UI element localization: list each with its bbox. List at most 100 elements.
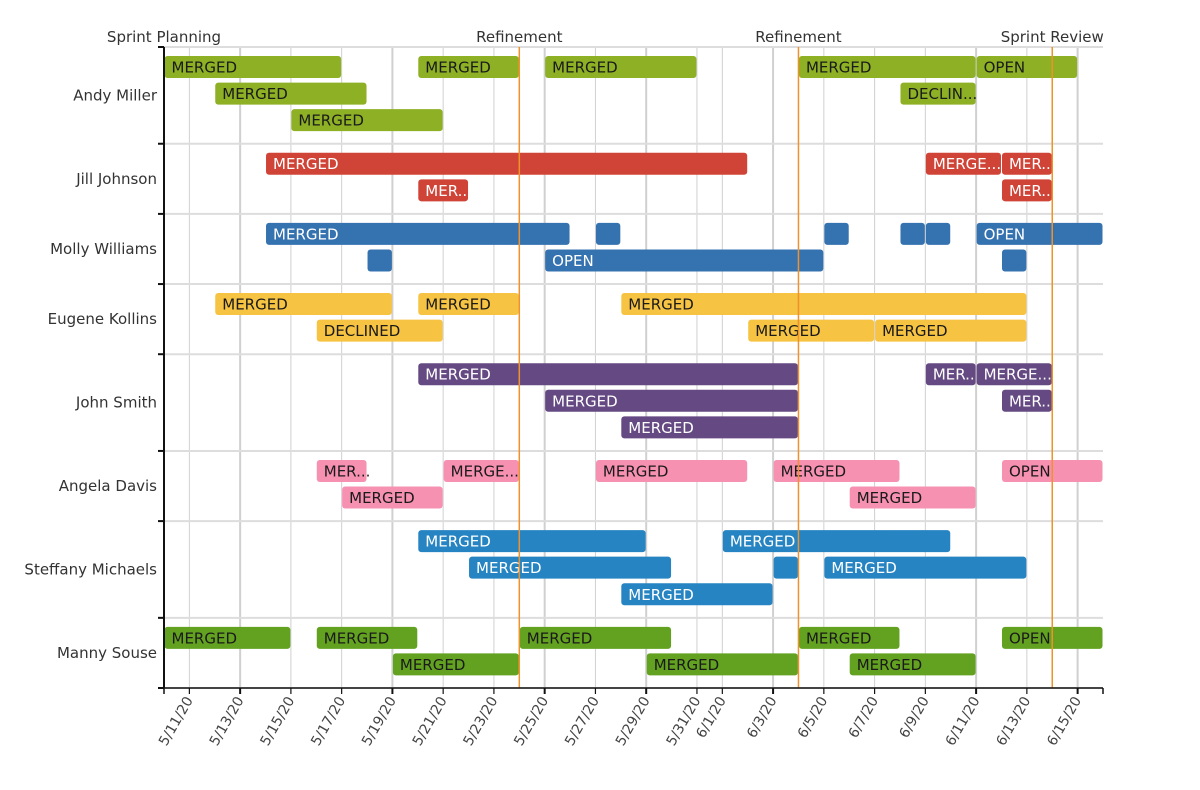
gantt-bar-rect[interactable] [1001,389,1052,412]
gantt-bar[interactable]: MERGED [215,293,392,316]
gantt-bar-rect[interactable] [621,293,1027,316]
gantt-bar[interactable]: MERGED [824,556,1027,579]
gantt-bar-rect[interactable] [798,56,976,78]
gantt-bar[interactable]: MERGED [469,556,672,579]
gantt-bar[interactable]: MER.. [1001,389,1052,412]
gantt-bar-rect[interactable] [392,653,519,676]
gantt-bar-rect[interactable] [849,653,976,676]
gantt-bar[interactable]: MERGED [266,222,570,245]
gantt-bar-rect[interactable] [418,363,798,386]
gantt-bar[interactable]: MERGED [545,56,697,78]
gantt-bar-rect[interactable] [900,82,976,105]
gantt-bar[interactable]: MERGED [418,56,519,78]
gantt-bar-rect[interactable] [925,152,1001,175]
gantt-bar[interactable]: MER.. [418,179,469,202]
gantt-bar-rect[interactable] [367,249,392,272]
gantt-bar[interactable]: OPEN [976,56,1078,78]
gantt-bar[interactable]: MER.. [925,363,976,386]
gantt-bar[interactable]: MERGED [595,459,748,482]
gantt-bar-rect[interactable] [519,626,672,649]
gantt-bar-rect[interactable] [545,389,798,412]
gantt-bar[interactable]: MER.. [1001,152,1052,175]
gantt-bar-rect[interactable] [1001,249,1027,272]
gantt-bar-rect[interactable] [215,82,367,105]
gantt-bar[interactable] [595,222,621,245]
gantt-bar-rect[interactable] [291,109,443,132]
gantt-bar-rect[interactable] [722,530,951,553]
gantt-bar-rect[interactable] [849,486,976,509]
gantt-bar-rect[interactable] [748,319,875,342]
gantt-bar[interactable]: MERGED [418,530,646,553]
gantt-bar[interactable]: MERGED [164,56,342,78]
gantt-bar[interactable] [925,222,951,245]
gantt-bar-rect[interactable] [443,459,519,482]
gantt-bar[interactable] [900,222,925,245]
gantt-bar[interactable]: MERGE... [976,363,1052,386]
gantt-bar[interactable]: DECLINED [316,319,443,342]
gantt-bar-rect[interactable] [621,583,773,606]
gantt-bar[interactable] [367,249,392,272]
gantt-bar[interactable]: MERGE... [925,152,1001,175]
gantt-bar-rect[interactable] [621,416,798,439]
gantt-bar-rect[interactable] [798,626,900,649]
gantt-bar[interactable]: MERGED [215,82,367,105]
gantt-bar[interactable]: MERGED [519,626,672,649]
gantt-bar[interactable]: OPEN [976,222,1103,245]
gantt-bar[interactable]: OPEN [545,249,824,272]
gantt-bar[interactable]: MERGED [722,530,951,553]
gantt-bar-rect[interactable] [545,249,824,272]
gantt-bar-rect[interactable] [418,530,646,553]
gantt-bar-rect[interactable] [164,56,342,78]
gantt-bar-rect[interactable] [595,459,748,482]
gantt-bar[interactable]: MERGED [164,626,291,649]
gantt-bar-rect[interactable] [1001,152,1052,175]
gantt-bar[interactable]: MERGED [621,293,1027,316]
gantt-bar[interactable]: MERGED [418,363,798,386]
gantt-bar[interactable]: MERGED [342,486,443,509]
gantt-bar-rect[interactable] [418,179,469,202]
gantt-bar-rect[interactable] [773,556,798,579]
gantt-bar-rect[interactable] [316,626,418,649]
gantt-bar-rect[interactable] [824,556,1027,579]
gantt-bar[interactable] [824,222,849,245]
gantt-bar[interactable]: MERGED [875,319,1027,342]
gantt-bar-rect[interactable] [418,293,519,316]
gantt-bar-rect[interactable] [925,222,951,245]
gantt-bar[interactable]: MERGED [849,653,976,676]
gantt-bar[interactable]: MER.. [1001,179,1052,202]
gantt-bar-rect[interactable] [875,319,1027,342]
gantt-bar[interactable]: MERGED [849,486,976,509]
gantt-bar[interactable] [773,556,798,579]
gantt-bar-rect[interactable] [418,56,519,78]
gantt-bar-rect[interactable] [342,486,443,509]
gantt-bar-rect[interactable] [545,56,697,78]
gantt-bar-rect[interactable] [976,222,1103,245]
gantt-bar[interactable]: MERGED [266,152,748,175]
gantt-bar-rect[interactable] [900,222,925,245]
gantt-bar[interactable]: MERGED [621,416,798,439]
gantt-bar-rect[interactable] [316,459,367,482]
gantt-bar[interactable]: MERGED [646,653,798,676]
gantt-bar[interactable] [1001,249,1027,272]
gantt-bar[interactable]: DECLIN... [900,82,977,105]
gantt-bar-rect[interactable] [925,363,976,386]
gantt-bar[interactable]: MERGED [798,56,976,78]
gantt-bar[interactable]: MERGED [748,319,875,342]
gantt-bar[interactable]: MERGED [418,293,519,316]
gantt-bar-rect[interactable] [646,653,798,676]
gantt-bar[interactable]: MERGED [545,389,798,412]
gantt-bar-rect[interactable] [824,222,849,245]
gantt-bar-rect[interactable] [266,152,748,175]
gantt-bar[interactable]: MERGED [621,583,773,606]
gantt-bar[interactable]: MERGED [291,109,443,132]
gantt-bar-rect[interactable] [595,222,621,245]
gantt-bar-rect[interactable] [316,319,443,342]
gantt-bar-rect[interactable] [215,293,392,316]
gantt-bar[interactable]: MERGED [392,653,519,676]
gantt-bar-rect[interactable] [773,459,900,482]
gantt-bar-rect[interactable] [1001,179,1052,202]
gantt-bar[interactable]: MERGED [773,459,900,482]
gantt-bar[interactable]: MERGED [798,626,900,649]
gantt-bar-rect[interactable] [976,363,1052,386]
gantt-bar[interactable]: MER... [316,459,371,482]
